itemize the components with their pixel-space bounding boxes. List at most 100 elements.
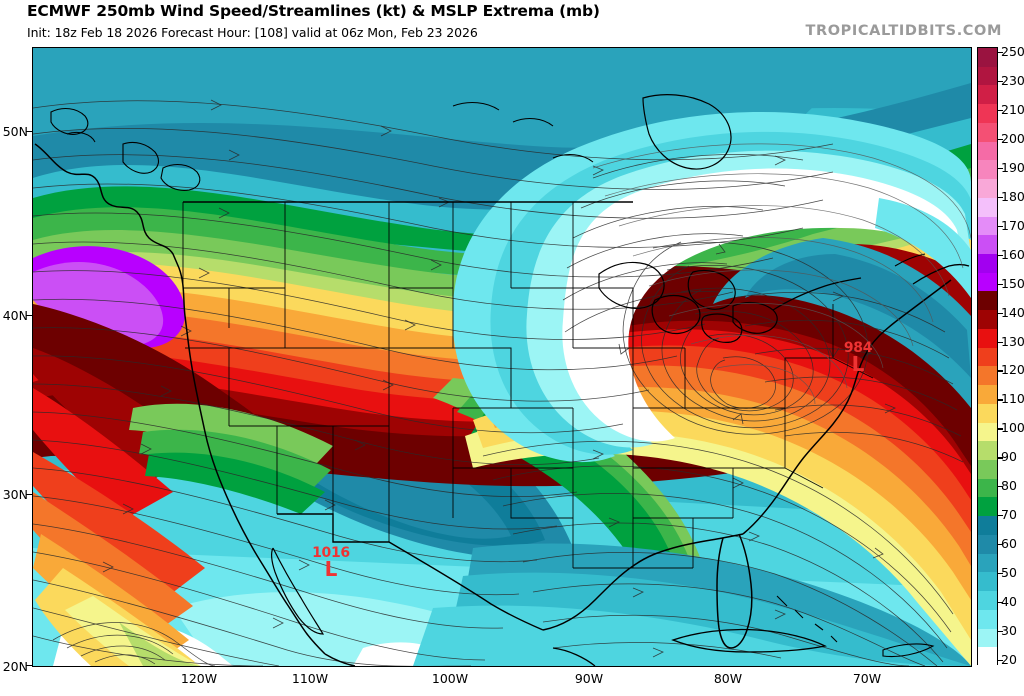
state-borders [182, 202, 874, 569]
site-watermark: TROPICALTIDBITS.COM [805, 23, 1002, 39]
colorbar-label: 140 [1001, 304, 1024, 320]
colorbar-band [978, 141, 997, 161]
mslp-low-baja: 1016 L [301, 546, 361, 579]
colorbar-band [978, 347, 997, 367]
colorbar-band [978, 310, 997, 330]
colorbar-tick [998, 457, 1003, 459]
wind-speed-colorbar [977, 47, 998, 667]
colorbar-label: 130 [1001, 333, 1024, 349]
colorbar-band [978, 628, 997, 648]
colorbar-band [978, 478, 997, 498]
colorbar-label: 190 [1001, 159, 1024, 175]
colorbar-band [978, 216, 997, 236]
colorbar-tick [998, 109, 1003, 112]
colorbar-label: 50 [1001, 565, 1017, 581]
colorbar-band [978, 441, 997, 461]
colorbar-band [978, 66, 997, 86]
colorbar-band [978, 85, 997, 105]
colorbar-band [978, 328, 997, 349]
colorbar-label: 210 [1001, 101, 1024, 117]
mslp-low-atlantic: 984 L [833, 341, 883, 374]
colorbar-tick [998, 486, 1003, 488]
lat-tick-30n [26, 494, 32, 496]
colorbar-label: 230 [1001, 72, 1024, 88]
colorbar-band [978, 609, 997, 629]
colorbar-band [978, 403, 997, 423]
colorbar-tick [998, 602, 1003, 604]
colorbar-band [978, 534, 997, 555]
colorbar-label: 80 [1001, 478, 1017, 494]
colorbar-tick [998, 370, 1003, 372]
lon-label-120w: 120W [180, 671, 218, 686]
colorbar-tick [998, 631, 1003, 633]
colorbar-label: 60 [1001, 536, 1017, 552]
colorbar-band [978, 460, 997, 480]
page-title: ECMWF 250mb Wind Speed/Streamlines (kt) … [27, 2, 600, 20]
colorbar-tick [998, 341, 1003, 343]
lat-label-20n: 20N [2, 659, 28, 674]
colorbar-label: 30 [1001, 623, 1017, 639]
colorbar-band [978, 553, 997, 573]
map-canvas [33, 48, 971, 666]
colorbar-band [978, 254, 997, 274]
coastlines-and-borders [34, 94, 970, 666]
mslp-low-baja-marker: L [324, 557, 338, 581]
map-header: ECMWF 250mb Wind Speed/Streamlines (kt) … [0, 0, 1024, 46]
mslp-low-atlantic-value: 984 [843, 340, 873, 356]
colorbar-tick [998, 138, 1003, 141]
colorbar-tick [998, 399, 1003, 401]
colorbar-band [978, 591, 997, 611]
wind-speed-field [33, 48, 971, 666]
map-plot-area[interactable]: 1016 L 984 L [32, 47, 972, 667]
colorbar-label: 120 [1001, 362, 1024, 378]
colorbar-tick [998, 544, 1003, 546]
colorbar-band [978, 104, 997, 124]
colorbar-tick [998, 196, 1003, 198]
colorbar-tick [998, 515, 1003, 517]
colorbar-tick [998, 428, 1003, 430]
colorbar-band [978, 179, 997, 199]
colorbar-label: 90 [1001, 449, 1017, 465]
colorbar-label: 110 [1001, 391, 1024, 407]
colorbar-band [978, 235, 997, 255]
colorbar-band [978, 272, 997, 292]
lon-label-70w: 70W [852, 671, 882, 686]
colorbar-tick [998, 283, 1003, 285]
lat-tick-50n [26, 131, 32, 133]
colorbar-label: 160 [1001, 246, 1024, 262]
colorbar-tick [998, 167, 1003, 169]
colorbar-label: 200 [1001, 130, 1024, 146]
lat-tick-20n [26, 665, 32, 667]
colorbar-label: 250 [1001, 44, 1024, 59]
colorbar-label: 20 [1001, 652, 1017, 667]
colorbar-tick [998, 80, 1003, 83]
colorbar-tick [998, 312, 1003, 314]
lat-label-30n: 30N [2, 487, 28, 502]
colorbar-band [978, 122, 997, 143]
streamline-arrows [102, 99, 896, 658]
colorbar-tick [998, 573, 1003, 575]
colorbar-label: 100 [1001, 420, 1024, 436]
colorbar-band [978, 48, 997, 68]
colorbar-band [978, 497, 997, 517]
forecast-subtitle: Init: 18z Feb 18 2026 Forecast Hour: [10… [27, 25, 478, 40]
lon-label-100w: 100W [431, 671, 469, 686]
colorbar-band [978, 385, 997, 405]
colorbar-band [978, 197, 997, 217]
colorbar-band [978, 160, 997, 180]
mslp-low-baja-value: 1016 [312, 545, 350, 561]
colorbar-band [978, 366, 997, 386]
lat-label-50n: 50N [2, 124, 28, 139]
colorbar-label: 70 [1001, 507, 1017, 523]
colorbar-tick [998, 660, 1003, 662]
lon-label-80w: 80W [713, 671, 743, 686]
streamline-group [33, 100, 964, 666]
colorbar-band [978, 647, 997, 667]
lon-label-110w: 110W [291, 671, 329, 686]
colorbar-label: 40 [1001, 594, 1017, 610]
mslp-isobars [592, 143, 971, 405]
lat-tick-40n [26, 315, 32, 317]
lon-label-90w: 90W [574, 671, 604, 686]
colorbar-label: 180 [1001, 188, 1024, 204]
